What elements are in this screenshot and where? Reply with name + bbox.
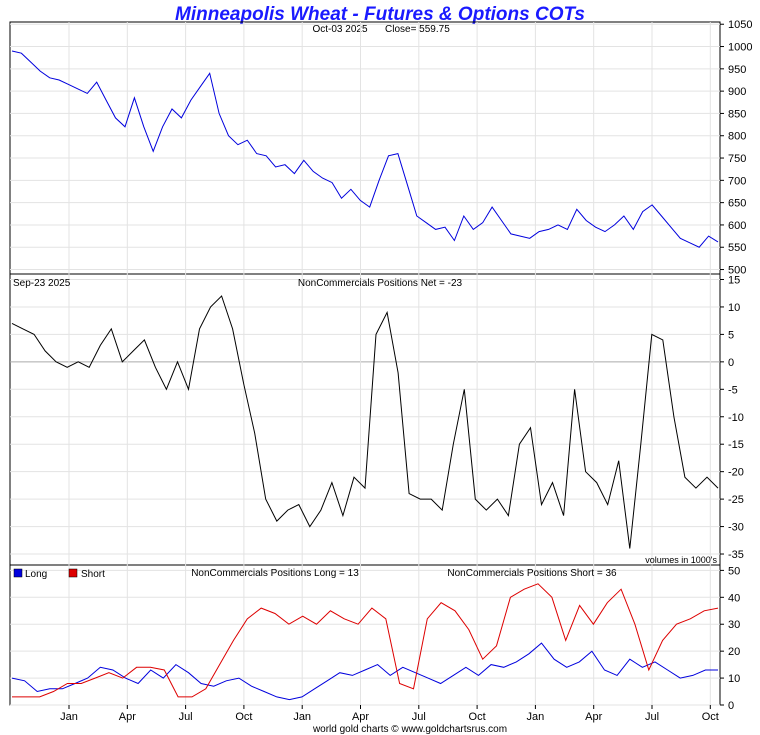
y-tick-label: 850 <box>728 108 746 120</box>
net-gridlines <box>10 274 720 565</box>
y-tick-label: -25 <box>728 494 744 506</box>
y-tick-label: 500 <box>728 265 746 277</box>
volumes-note: volumes in 1000's <box>645 555 717 565</box>
short-series-line <box>12 583 719 698</box>
price-close-label: Close= 559.75 <box>385 24 450 35</box>
y-tick-label: 15 <box>728 274 740 286</box>
net-axis-ticks: -35 -30 -25 -20 -15 -10 -5 0 5 10 15 <box>720 274 744 561</box>
x-axis-ticks: Jan Apr Jul Oct Jan Apr Jul Oct Jan Apr Jul Oct <box>60 705 719 723</box>
price-panel-frame <box>9 21 721 275</box>
footer-credit: world gold charts © www.goldchartsrus.co… <box>312 724 507 735</box>
legend-long-swatch <box>13 568 23 578</box>
y-tick-label: 40 <box>728 592 740 604</box>
y-tick-label: 30 <box>728 619 740 631</box>
y-tick-label: -30 <box>728 522 744 534</box>
price-date-label: Oct-03 2025 <box>312 24 367 35</box>
long-series-line <box>11 642 718 701</box>
y-tick-label: -5 <box>728 384 738 396</box>
net-title: NonCommercials Positions Net = -23 <box>298 278 463 289</box>
y-tick-label: 750 <box>728 153 746 165</box>
x-tick-label: Jul <box>179 711 193 723</box>
x-tick-label: Jul <box>412 711 426 723</box>
y-tick-label: 1000 <box>728 42 752 54</box>
x-tick-label: Apr <box>585 711 602 723</box>
price-series-line <box>11 50 719 248</box>
x-tick-label: Apr <box>352 711 369 723</box>
positions-long-title: NonCommercials Positions Long = 13 <box>191 568 359 579</box>
legend-short-label: Short <box>81 569 105 580</box>
x-tick-label: Apr <box>119 711 136 723</box>
positions-short-title: NonCommercials Positions Short = 36 <box>447 568 617 579</box>
legend-long-label: Long <box>25 569 47 580</box>
positions-axis-ticks: 0 10 20 30 40 50 <box>720 565 740 712</box>
y-tick-label: -15 <box>728 439 744 451</box>
net-date-label: Sep-23 2025 <box>13 278 71 289</box>
x-tick-label: Jan <box>527 711 545 723</box>
x-tick-label: Oct <box>235 711 252 723</box>
y-tick-label: 10 <box>728 673 740 685</box>
y-tick-label: 700 <box>728 175 746 187</box>
y-tick-label: 0 <box>728 357 734 369</box>
y-tick-label: 650 <box>728 198 746 210</box>
x-tick-label: Oct <box>469 711 486 723</box>
y-tick-label: 10 <box>728 302 740 314</box>
positions-gridlines <box>10 565 720 706</box>
x-tick-label: Jan <box>60 711 78 723</box>
positions-panel-frame <box>9 564 721 706</box>
y-tick-label: -35 <box>728 549 744 561</box>
y-tick-label: 20 <box>728 646 740 658</box>
price-gridlines <box>10 22 720 274</box>
x-tick-label: Oct <box>702 711 719 723</box>
y-tick-label: 550 <box>728 242 746 254</box>
net-series-line <box>11 295 719 549</box>
y-tick-label: 900 <box>728 86 746 98</box>
y-tick-label: 50 <box>728 565 740 577</box>
legend-short-swatch <box>68 568 78 578</box>
y-tick-label: -10 <box>728 412 744 424</box>
y-tick-label: 1050 <box>728 19 752 31</box>
y-tick-label: 800 <box>728 131 746 143</box>
price-axis-ticks: 500 550 600 650 700 750 800 850 900 950 1000 1050 <box>720 19 752 277</box>
y-tick-label: 0 <box>728 700 734 712</box>
net-panel-frame <box>9 273 721 566</box>
chart-title: Minneapolis Wheat - Futures & Options CO… <box>175 4 585 25</box>
y-tick-label: 600 <box>728 220 746 232</box>
x-tick-label: Jul <box>645 711 659 723</box>
y-tick-label: 5 <box>728 329 734 341</box>
y-tick-label: 950 <box>728 64 746 76</box>
x-tick-label: Jan <box>293 711 311 723</box>
y-tick-label: -20 <box>728 467 744 479</box>
